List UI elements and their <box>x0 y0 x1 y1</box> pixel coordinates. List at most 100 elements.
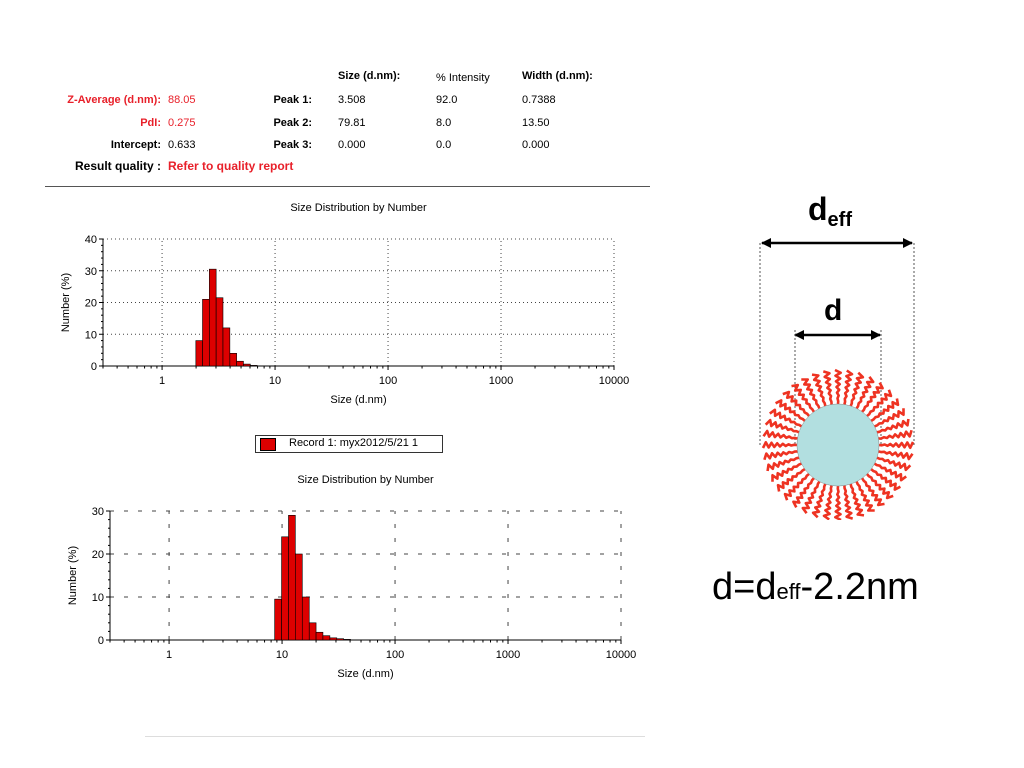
col-header-size: Size (d.nm): <box>338 70 401 82</box>
col-header-intensity: % Intensity <box>436 72 490 84</box>
ligand-chain <box>870 398 900 423</box>
chart2-bar-10 <box>343 639 351 641</box>
chart1-bar-5 <box>229 353 237 367</box>
chart1-bar-6 <box>236 360 244 367</box>
chart1-bar-7 <box>243 363 251 367</box>
ligand-chain <box>783 472 810 501</box>
ligand-chain <box>761 441 798 449</box>
ligand-chain <box>855 376 875 410</box>
chart2-bar-9 <box>336 638 344 641</box>
peak-1-width: 0.7388 <box>522 94 556 106</box>
ligand-chain <box>834 485 842 520</box>
ligand-chain <box>849 483 865 517</box>
chart1-bar-4 <box>222 327 231 367</box>
chart1-bar-8 <box>250 365 258 367</box>
chart1-x-tick-label: 10000 <box>599 375 630 387</box>
bottom-divider <box>145 736 645 737</box>
ligand-chain <box>878 429 913 440</box>
chart2-y-tick-label: 0 <box>98 635 104 647</box>
chart1-x-tick-label: 1000 <box>489 375 513 387</box>
ligand-chain <box>874 408 905 428</box>
result-quality-label: Result quality : <box>74 159 161 173</box>
ligand-chain <box>849 371 865 407</box>
ligand-chain <box>782 390 811 417</box>
ligand-chain <box>860 477 885 507</box>
chart1-y-tick-label: 30 <box>85 266 97 278</box>
ligand-chain <box>866 389 893 418</box>
chart2-y-axis-label: Number (%) <box>67 546 79 605</box>
ligand-chain <box>792 477 815 508</box>
legend-label: Record 1: myx2012/5/21 1 <box>289 437 419 449</box>
chart1-y-tick-label: 20 <box>85 298 97 310</box>
chart2-x-tick-label: 10 <box>276 649 288 661</box>
ligand-chain <box>801 480 821 514</box>
chart1-bar-3 <box>215 297 224 367</box>
ligand-chain <box>775 399 806 422</box>
ligand-chain <box>876 456 912 472</box>
chart1-title: Size Distribution by Number <box>290 202 427 214</box>
peak-1-size: 3.508 <box>338 94 366 106</box>
chart2-bar-8 <box>329 637 338 641</box>
ligand-chain <box>876 418 910 434</box>
chart1-x-tick-label: 1 <box>159 375 165 387</box>
chart2-x-tick-label: 100 <box>386 649 404 661</box>
d-label: d <box>824 294 842 327</box>
ligand-chain <box>822 370 833 405</box>
peak-2-size: 79.81 <box>338 117 366 129</box>
chart2-y-tick-label: 10 <box>92 592 104 604</box>
ligand-chain <box>873 462 907 482</box>
chart1-x-tick-label: 10 <box>269 375 281 387</box>
chart2-bar-5 <box>308 622 317 641</box>
chart1-y-tick-label: 40 <box>85 234 97 246</box>
chart2-bar-7 <box>322 635 331 641</box>
chart-legend: Record 1: myx2012/5/21 1 <box>255 435 443 453</box>
chart2-title: Size Distribution by Number <box>297 474 434 486</box>
chart2-x-tick-label: 1 <box>166 649 172 661</box>
intercept-value: 0.633 <box>168 139 196 151</box>
ligand-chain <box>878 450 914 461</box>
chart1-x-axis-label: Size (d.nm) <box>330 394 386 406</box>
results-summary: Size (d.nm): % Intensity Width (d.nm): Z… <box>0 0 660 190</box>
peak-3-label: Peak 3: <box>273 139 312 151</box>
chart2-x-axis-label: Size (d.nm) <box>337 668 393 680</box>
peak-1-label: Peak 1: <box>273 94 312 106</box>
chart1-bar-0 <box>195 340 203 367</box>
ligand-chain <box>762 429 798 440</box>
peak-3-width: 0.000 <box>522 139 550 151</box>
ligand-chain <box>865 473 894 500</box>
z-average-value: 88.05 <box>168 94 196 106</box>
chart2-bar-0 <box>274 598 282 641</box>
chart2-bar-6 <box>315 631 324 641</box>
peak-3-intensity: 0.0 <box>436 139 452 151</box>
ligand-chain <box>811 483 827 519</box>
col-header-width: Width (d.nm): <box>522 70 593 82</box>
ligand-chain <box>870 468 901 491</box>
size-distribution-chart-1: Size Distribution by Number 0 10 20 30 40 1 10 1… <box>60 202 630 406</box>
chart2-y-tick-label: 20 <box>92 549 104 561</box>
result-quality-value[interactable]: Refer to quality report <box>168 159 294 173</box>
deff-label: deff <box>808 191 852 231</box>
chart1-y-tick-label: 10 <box>85 329 97 341</box>
diameter-formula: d=deff-2.2nm <box>712 566 919 608</box>
pdi-value: 0.275 <box>168 117 196 129</box>
chart2-bar-4 <box>301 596 310 641</box>
ligand-chain <box>791 383 816 413</box>
intercept-label: Intercept: <box>110 139 161 151</box>
ligand-chain <box>861 382 884 413</box>
size-distribution-chart-2: Size Distribution by Number 0 10 20 30 1 10 100… <box>67 474 636 680</box>
ligand-chain <box>843 369 854 405</box>
chart1-x-tick-label: 100 <box>379 375 397 387</box>
chart1-y-tick-label: 0 <box>91 361 97 373</box>
particle-diagram: deff d <box>759 191 915 520</box>
ligand-chain <box>763 450 798 461</box>
chart1-y-axis-label: Number (%) <box>60 273 72 332</box>
ligand-chain <box>766 456 800 472</box>
particle-core <box>796 403 880 487</box>
ligand-chain <box>834 368 842 405</box>
chart2-bar-1 <box>281 536 289 641</box>
ligand-chain <box>764 418 800 434</box>
summary-divider <box>45 186 650 187</box>
peak-2-width: 13.50 <box>522 117 550 129</box>
chart1-bar-1 <box>202 299 210 367</box>
legend-swatch <box>260 438 276 451</box>
